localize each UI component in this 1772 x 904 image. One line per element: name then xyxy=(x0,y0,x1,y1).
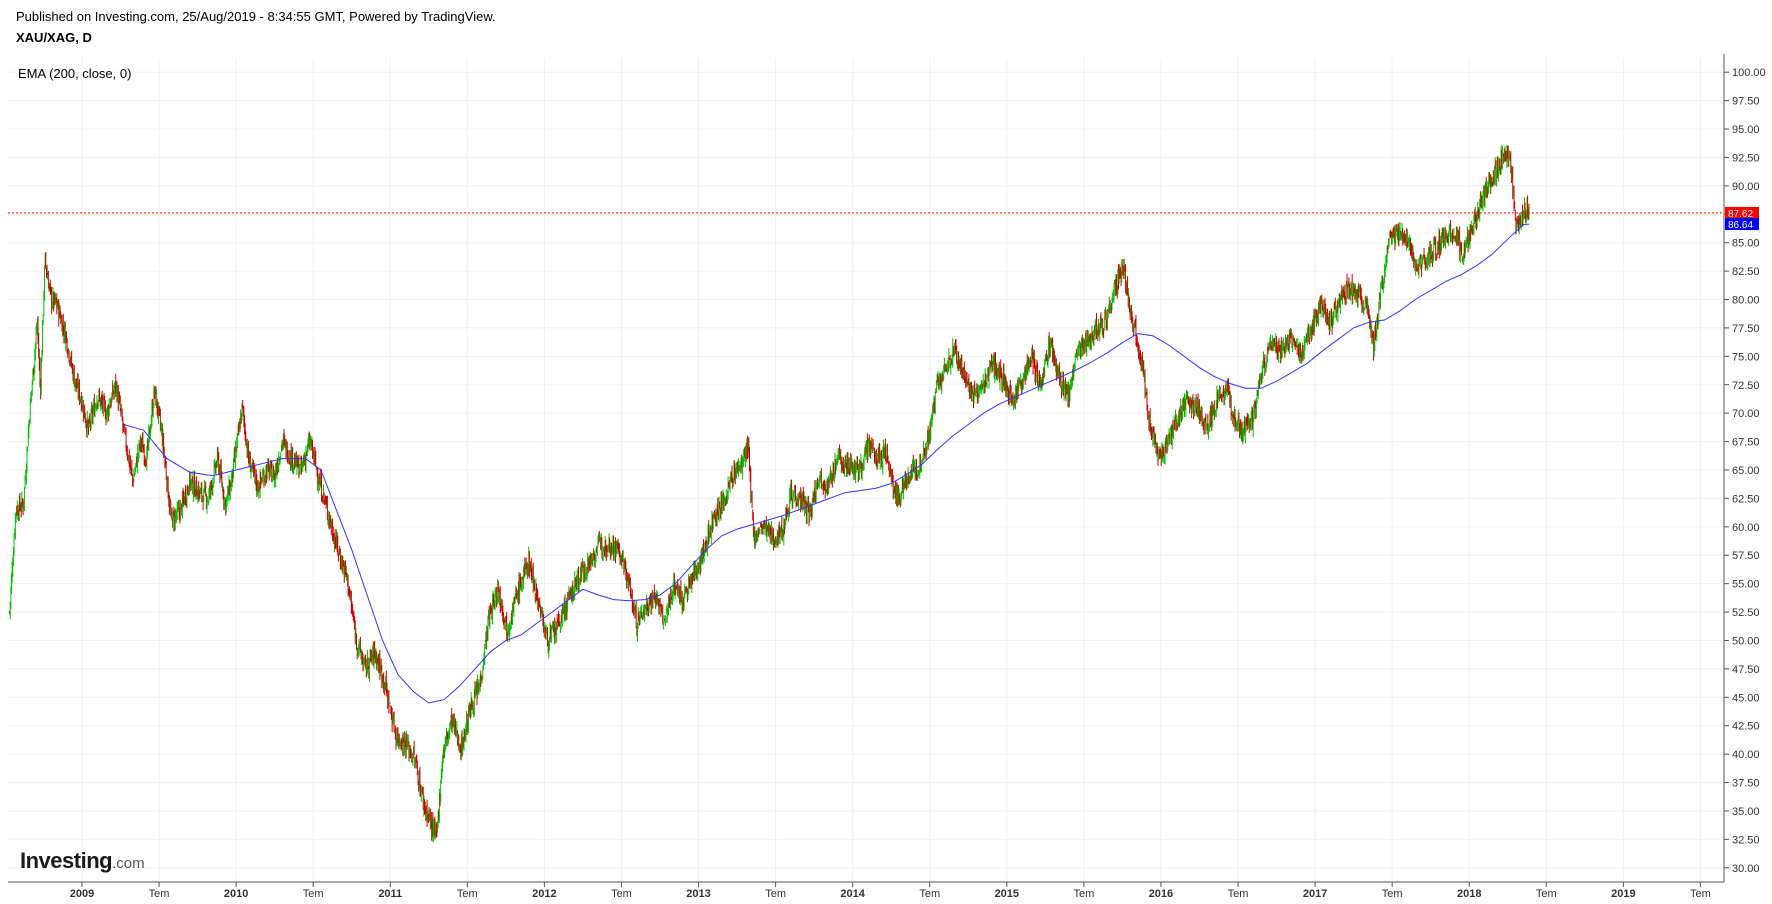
x-tick-label: Tem xyxy=(611,888,632,900)
price-label: 87.62 xyxy=(1728,209,1753,220)
y-tick-label: 75.00 xyxy=(1732,351,1760,363)
y-tick-label: 85.00 xyxy=(1732,238,1760,250)
x-tick-label: Tem xyxy=(457,888,478,900)
y-tick-label: 65.00 xyxy=(1732,465,1760,477)
y-tick-label: 45.00 xyxy=(1732,692,1760,704)
y-tick-label: 32.50 xyxy=(1732,834,1760,846)
y-tick-label: 47.50 xyxy=(1732,664,1760,676)
x-tick-label: Tem xyxy=(149,888,170,900)
x-tick-label: 2017 xyxy=(1303,888,1327,900)
x-tick-label: Tem xyxy=(765,888,786,900)
y-tick-label: 67.50 xyxy=(1732,437,1760,449)
y-tick-label: 77.50 xyxy=(1732,323,1760,335)
x-tick-label: 2013 xyxy=(686,888,710,900)
price-label-box xyxy=(1725,218,1759,231)
x-tick-label: 2018 xyxy=(1457,888,1481,900)
chart-header: Published on Investing.com, 25/Aug/2019 … xyxy=(16,9,496,46)
axes: 30.00 32.50 35.00 37.50 40.00 42.50 45.00 47.50… xyxy=(8,54,1766,900)
y-tick-label: 92.50 xyxy=(1732,152,1760,164)
y-tick-label: 35.00 xyxy=(1732,806,1760,818)
y-tick-label: 52.50 xyxy=(1732,607,1760,619)
x-tick-label: Tem xyxy=(1382,888,1403,900)
x-tick-label: Tem xyxy=(303,888,324,900)
x-tick-label: 2015 xyxy=(995,888,1019,900)
y-tick-label: 57.50 xyxy=(1732,550,1760,562)
x-tick-label: 2016 xyxy=(1149,888,1173,900)
x-tick-label: 2009 xyxy=(70,888,94,900)
y-tick-label: 82.50 xyxy=(1732,266,1760,278)
x-tick-label: Tem xyxy=(1073,888,1094,900)
x-tick-label: Tem xyxy=(1536,888,1557,900)
x-tick-label: 2011 xyxy=(378,888,402,900)
y-tick-label: 37.50 xyxy=(1732,778,1760,790)
y-tick-label: 90.00 xyxy=(1732,181,1760,193)
y-tick-label: 30.00 xyxy=(1732,863,1760,875)
y-tick-label: 97.50 xyxy=(1732,96,1760,108)
ema-indicator-label[interactable]: EMA (200, close, 0) xyxy=(18,66,131,81)
x-tick-label: 2019 xyxy=(1611,888,1635,900)
y-tick-label: 55.00 xyxy=(1732,579,1760,591)
y-tick-label: 80.00 xyxy=(1732,295,1760,307)
price-label-box xyxy=(1725,206,1759,219)
y-tick-label: 42.50 xyxy=(1732,721,1760,733)
y-tick-label: 40.00 xyxy=(1732,749,1760,761)
published-note: Published on Investing.com, 25/Aug/2019 … xyxy=(16,9,496,24)
y-tick-label: 95.00 xyxy=(1732,124,1760,136)
x-tick-label: 2010 xyxy=(224,888,248,900)
x-tick-label: 2012 xyxy=(532,888,556,900)
x-tick-label: 2014 xyxy=(840,888,865,900)
candles-layer xyxy=(9,145,1530,842)
x-tick-label: Tem xyxy=(1690,888,1711,900)
investing-logo: Investing.com xyxy=(20,848,145,873)
y-tick-label: 50.00 xyxy=(1732,635,1760,647)
y-tick-label: 62.50 xyxy=(1732,493,1760,505)
grid-lines xyxy=(8,58,1722,882)
x-tick-label: Tem xyxy=(1228,888,1249,900)
x-tick-label: Tem xyxy=(919,888,940,900)
symbol-label: XAU/XAG, D xyxy=(16,30,92,45)
y-tick-label: 72.50 xyxy=(1732,380,1760,392)
y-tick-label: 70.00 xyxy=(1732,408,1760,420)
ema-line xyxy=(123,223,1530,704)
y-tick-label: 100.00 xyxy=(1732,67,1766,79)
y-tick-label: 60.00 xyxy=(1732,522,1760,534)
price-label: 86.64 xyxy=(1728,220,1753,231)
